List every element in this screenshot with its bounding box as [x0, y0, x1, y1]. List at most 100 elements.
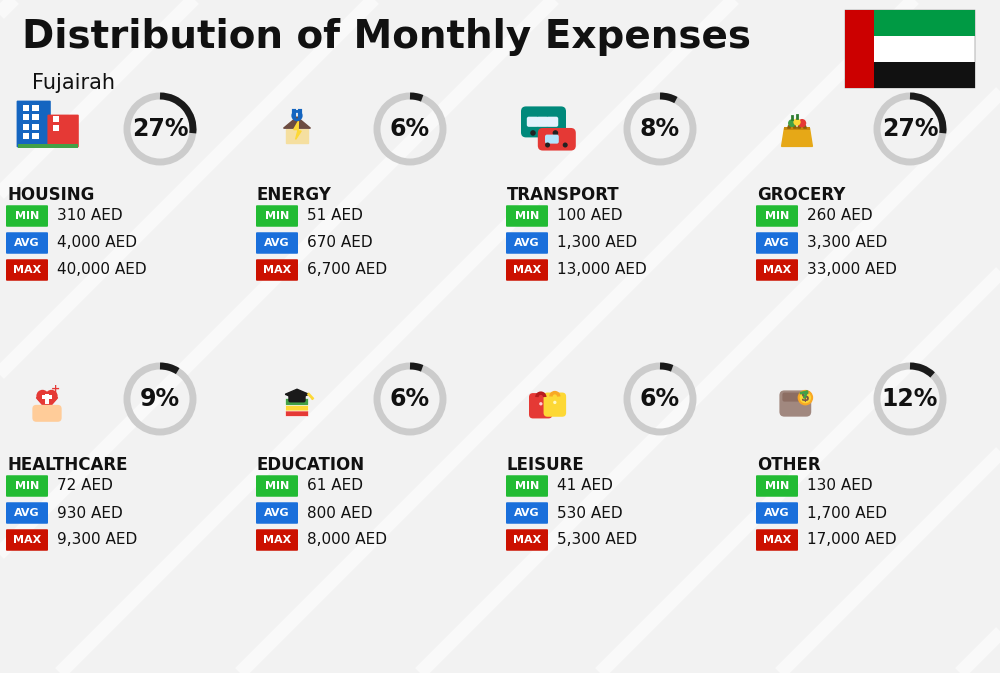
Text: ENERGY: ENERGY [257, 186, 332, 204]
Text: AVG: AVG [514, 508, 540, 518]
Text: MAX: MAX [263, 265, 291, 275]
Bar [845, 10, 874, 88]
FancyBboxPatch shape [6, 502, 48, 524]
Text: 1,300 AED: 1,300 AED [557, 236, 637, 250]
FancyBboxPatch shape [756, 475, 798, 497]
Text: 260 AED: 260 AED [807, 209, 873, 223]
Polygon shape [285, 389, 309, 399]
Text: +: + [51, 384, 61, 394]
FancyBboxPatch shape [527, 116, 539, 127]
Text: 33,000 AED: 33,000 AED [807, 262, 897, 277]
Bar [874, 10, 975, 36]
Text: AVG: AVG [264, 508, 290, 518]
Bar [42, 396, 52, 399]
Text: 40,000 AED: 40,000 AED [57, 262, 147, 277]
Text: AVG: AVG [764, 508, 790, 518]
FancyBboxPatch shape [845, 10, 975, 88]
Circle shape [788, 119, 796, 127]
FancyBboxPatch shape [6, 205, 48, 227]
Bar [32, 114, 39, 120]
FancyBboxPatch shape [506, 205, 548, 227]
Bar [53, 125, 59, 131]
FancyBboxPatch shape [256, 502, 298, 524]
Bar [53, 116, 59, 122]
Text: HOUSING: HOUSING [7, 186, 94, 204]
Text: 72 AED: 72 AED [57, 479, 113, 493]
Circle shape [798, 119, 806, 127]
Bar [32, 124, 39, 130]
FancyBboxPatch shape [256, 259, 298, 281]
Bar [32, 133, 39, 139]
Text: AVG: AVG [14, 238, 40, 248]
Circle shape [799, 391, 812, 404]
Bar [45, 394, 49, 404]
Text: LEISURE: LEISURE [507, 456, 585, 474]
Text: MIN: MIN [515, 481, 539, 491]
Text: 41 AED: 41 AED [557, 479, 613, 493]
Text: 530 AED: 530 AED [557, 505, 623, 520]
Circle shape [530, 130, 536, 136]
Text: 12%: 12% [882, 387, 938, 411]
Text: AVG: AVG [264, 238, 290, 248]
Text: MAX: MAX [13, 265, 41, 275]
FancyBboxPatch shape [521, 106, 566, 137]
Bar [23, 124, 29, 130]
Text: 9,300 AED: 9,300 AED [57, 532, 137, 548]
FancyBboxPatch shape [6, 529, 48, 551]
FancyBboxPatch shape [288, 392, 306, 402]
Text: $: $ [801, 391, 810, 404]
Text: 1,700 AED: 1,700 AED [807, 505, 887, 520]
Circle shape [545, 143, 550, 147]
Text: 27%: 27% [132, 117, 188, 141]
FancyBboxPatch shape [506, 502, 548, 524]
Text: 670 AED: 670 AED [307, 236, 373, 250]
Text: MAX: MAX [763, 535, 791, 545]
FancyBboxPatch shape [256, 529, 298, 551]
FancyBboxPatch shape [756, 259, 798, 281]
Text: MAX: MAX [513, 535, 541, 545]
FancyBboxPatch shape [32, 405, 62, 422]
FancyBboxPatch shape [538, 128, 576, 151]
Circle shape [539, 402, 543, 405]
Text: AVG: AVG [764, 238, 790, 248]
Text: MAX: MAX [13, 535, 41, 545]
Text: 130 AED: 130 AED [807, 479, 873, 493]
Polygon shape [286, 129, 308, 143]
Bar [784, 127, 810, 130]
Bar [32, 105, 39, 111]
Text: 61 AED: 61 AED [307, 479, 363, 493]
Polygon shape [284, 117, 310, 128]
Text: MAX: MAX [763, 265, 791, 275]
Bar [23, 114, 29, 120]
FancyBboxPatch shape [6, 259, 48, 281]
Text: 310 AED: 310 AED [57, 209, 123, 223]
Text: Distribution of Monthly Expenses: Distribution of Monthly Expenses [22, 18, 751, 56]
Text: HEALTHCARE: HEALTHCARE [7, 456, 128, 474]
Text: 100 AED: 100 AED [557, 209, 622, 223]
FancyBboxPatch shape [756, 232, 798, 254]
FancyBboxPatch shape [545, 135, 559, 143]
Text: 8,000 AED: 8,000 AED [307, 532, 387, 548]
Text: 800 AED: 800 AED [307, 505, 372, 520]
Circle shape [311, 398, 314, 400]
FancyBboxPatch shape [506, 259, 548, 281]
Text: MIN: MIN [15, 211, 39, 221]
Text: TRANSPORT: TRANSPORT [507, 186, 620, 204]
Text: MIN: MIN [765, 481, 789, 491]
Text: 4,000 AED: 4,000 AED [57, 236, 137, 250]
FancyBboxPatch shape [544, 392, 566, 417]
Bar [874, 62, 975, 88]
Text: 8%: 8% [640, 117, 680, 141]
Text: MAX: MAX [513, 265, 541, 275]
Text: MIN: MIN [265, 211, 289, 221]
Text: MIN: MIN [15, 481, 39, 491]
Text: 51 AED: 51 AED [307, 209, 363, 223]
FancyBboxPatch shape [756, 502, 798, 524]
Circle shape [563, 143, 568, 147]
Polygon shape [36, 398, 58, 410]
Text: 9%: 9% [140, 387, 180, 411]
FancyBboxPatch shape [256, 232, 298, 254]
FancyBboxPatch shape [256, 205, 298, 227]
Bar [18, 145, 78, 148]
Text: 5,300 AED: 5,300 AED [557, 532, 637, 548]
